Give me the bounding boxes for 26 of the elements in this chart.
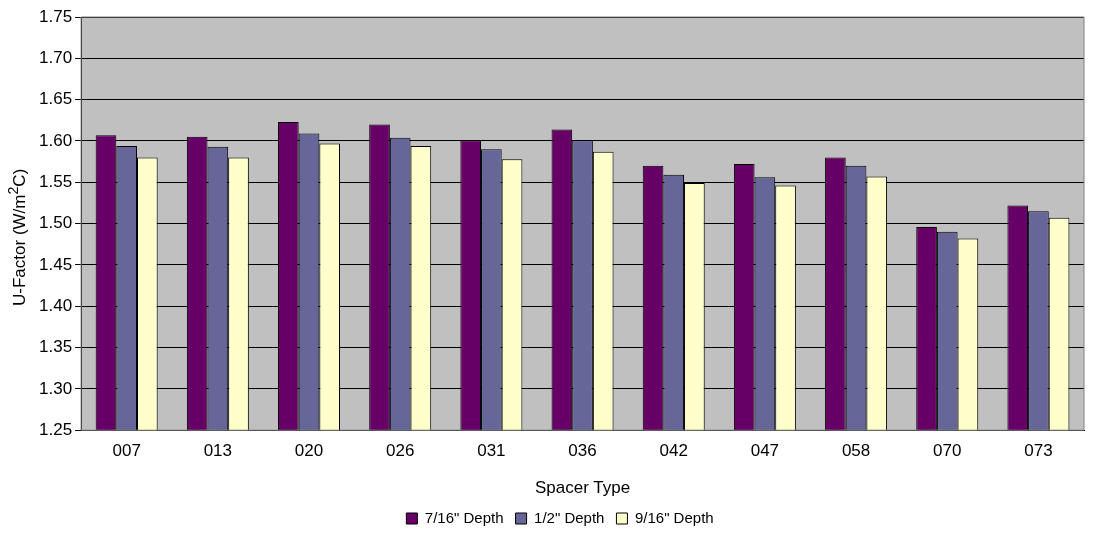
y-tick-label: 1.25: [38, 419, 73, 439]
x-tick-label: 007: [112, 441, 141, 461]
x-tick-label: 031: [477, 441, 506, 461]
y-tick-label: 1.65: [38, 89, 73, 109]
x-tick-label: 036: [568, 441, 597, 461]
x-tick-label: 047: [750, 441, 780, 461]
x-tick-label: 026: [386, 441, 415, 461]
x-tick-label: 020: [294, 441, 324, 461]
x-tick-label: 013: [203, 441, 233, 461]
x-tick-label: 042: [659, 441, 688, 461]
y-tick-label: 1.60: [38, 130, 73, 150]
y-tick-label: 1.45: [38, 254, 73, 274]
y-tick-label: 1.40: [38, 295, 73, 315]
x-tick-label: 058: [841, 441, 871, 461]
y-tick-label: 1.35: [38, 337, 73, 357]
x-tick-label: 070: [933, 441, 962, 461]
y-tick-label: 1.30: [38, 378, 73, 398]
y-tick-label: 1.75: [38, 6, 73, 26]
legend-label: 1/2" Depth: [534, 508, 605, 526]
y-tick-label: 1.55: [38, 171, 73, 191]
x-tick-label: 073: [1024, 441, 1053, 461]
x-axis-title: Spacer Type: [534, 478, 631, 498]
legend-label: 9/16" Depth: [634, 508, 714, 526]
y-tick-label: 1.70: [38, 48, 73, 68]
legend-label: 7/16" Depth: [424, 508, 504, 526]
y-tick-label: 1.50: [38, 213, 73, 233]
